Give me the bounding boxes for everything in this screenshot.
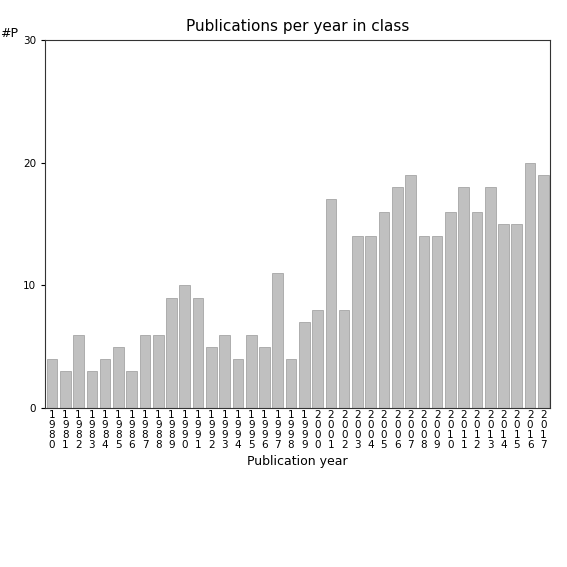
Bar [87,371,97,408]
Bar [246,335,256,408]
Bar [193,298,204,408]
Bar [219,335,230,408]
Title: Publications per year in class: Publications per year in class [186,19,409,35]
Bar [418,236,429,408]
Bar [272,273,283,408]
Bar [312,310,323,408]
Bar [445,211,456,408]
Bar [472,211,483,408]
Bar [325,200,336,408]
Bar [73,335,84,408]
Bar [339,310,349,408]
Bar [126,371,137,408]
Bar [365,236,376,408]
Bar [485,187,496,408]
Bar [259,347,270,408]
X-axis label: Publication year: Publication year [247,455,348,468]
Bar [405,175,416,408]
Bar [432,236,442,408]
Bar [100,359,111,408]
Bar [379,211,390,408]
Bar [286,359,297,408]
Bar [498,224,509,408]
Bar [60,371,70,408]
Bar [166,298,177,408]
Bar [299,322,310,408]
Bar [458,187,469,408]
Bar [232,359,243,408]
Bar [113,347,124,408]
Bar [46,359,57,408]
Bar [538,175,549,408]
Bar [153,335,163,408]
Bar [392,187,403,408]
Bar [352,236,363,408]
Bar [525,163,535,408]
Bar [180,285,190,408]
Bar [511,224,522,408]
Bar [139,335,150,408]
Y-axis label: #P: #P [0,27,18,40]
Bar [206,347,217,408]
